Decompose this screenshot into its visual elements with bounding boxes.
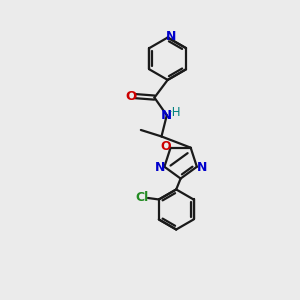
Text: ·H: ·H (169, 106, 181, 119)
Text: N: N (196, 161, 207, 174)
Text: O: O (125, 90, 136, 103)
Text: N: N (161, 109, 172, 122)
Text: Cl: Cl (136, 190, 149, 204)
Text: N: N (165, 29, 176, 43)
Text: O: O (160, 140, 171, 153)
Text: N: N (154, 161, 165, 174)
